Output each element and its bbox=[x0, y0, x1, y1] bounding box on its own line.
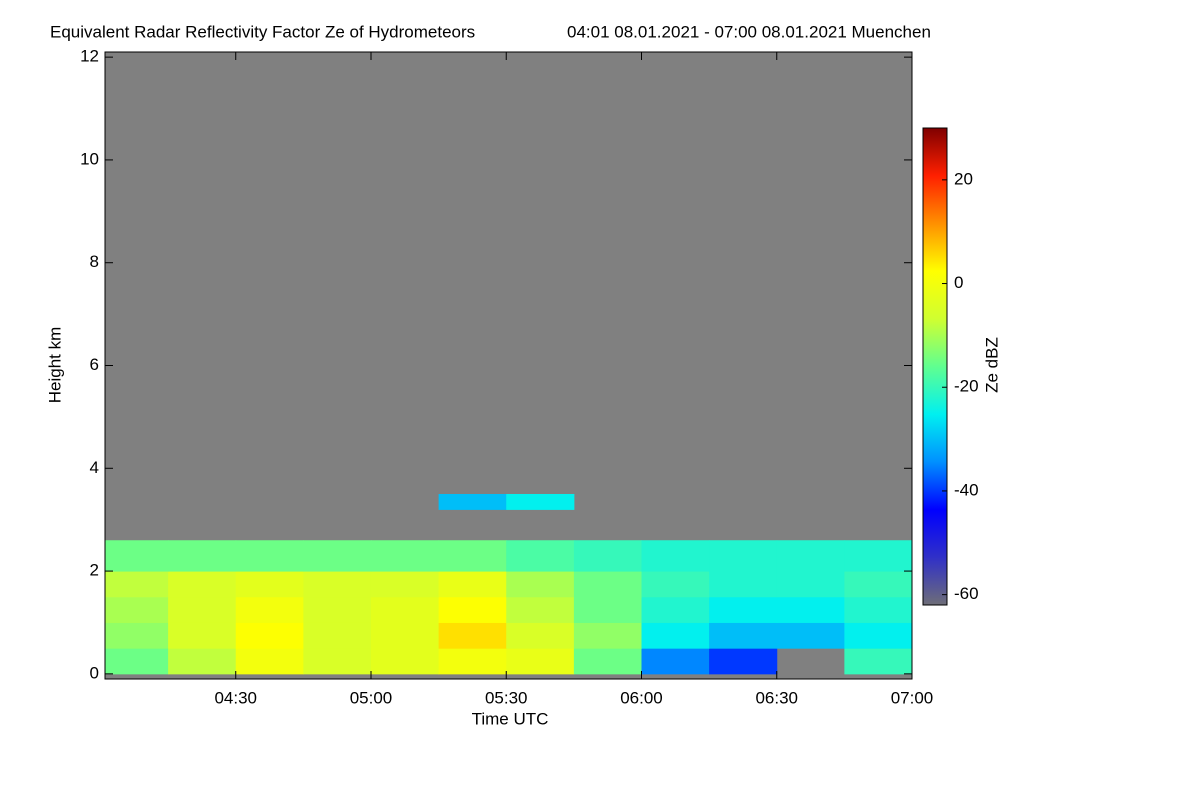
heatmap-cell bbox=[573, 540, 642, 572]
heatmap-cell bbox=[438, 622, 507, 649]
heatmap-cell bbox=[168, 571, 237, 598]
heatmap-cell bbox=[168, 596, 237, 623]
heatmap-cell bbox=[105, 571, 169, 598]
x-tick-label: 04:30 bbox=[214, 688, 257, 707]
y-tick-label: 2 bbox=[90, 561, 99, 580]
heatmap-cell bbox=[776, 596, 845, 623]
heatmap-cell bbox=[370, 648, 440, 675]
heatmap-cell bbox=[105, 596, 169, 623]
colorbar-tick-label: -60 bbox=[954, 584, 979, 603]
heatmap-cell bbox=[438, 493, 507, 510]
y-tick-label: 10 bbox=[80, 149, 99, 168]
heatmap-cell bbox=[709, 571, 778, 598]
y-axis-label: Height km bbox=[45, 327, 64, 404]
x-tick-label: 05:00 bbox=[350, 688, 393, 707]
heatmap-cell bbox=[370, 622, 440, 649]
heatmap-cell bbox=[844, 622, 912, 649]
heatmap-cell bbox=[235, 571, 304, 598]
heatmap-cell bbox=[303, 622, 372, 649]
heatmap-cell bbox=[776, 622, 845, 649]
heatmap-cell bbox=[370, 540, 440, 572]
heatmap-cell bbox=[506, 622, 575, 649]
heatmap-cell bbox=[641, 622, 710, 649]
heatmap-cell bbox=[641, 596, 710, 623]
heatmap-cell bbox=[235, 596, 304, 623]
y-tick-label: 0 bbox=[90, 663, 99, 682]
heatmap-cell bbox=[105, 648, 169, 675]
heatmap-cell bbox=[506, 540, 575, 572]
heatmap-cell bbox=[506, 493, 575, 510]
heatmap-cell bbox=[168, 622, 237, 649]
heatmap-cell bbox=[573, 571, 642, 598]
heatmap-cell bbox=[709, 648, 778, 675]
heatmap-cell bbox=[641, 571, 710, 598]
x-tick-label: 06:00 bbox=[620, 688, 663, 707]
heatmap-cell bbox=[573, 622, 642, 649]
heatmap-cell bbox=[573, 596, 642, 623]
colorbar-tick-label: 0 bbox=[954, 273, 963, 292]
heatmap-cell bbox=[235, 622, 304, 649]
colorbar-tick-label: -40 bbox=[954, 480, 979, 499]
heatmap-cell bbox=[506, 648, 575, 675]
heatmap-cell bbox=[506, 571, 575, 598]
x-tick-label: 06:30 bbox=[755, 688, 798, 707]
y-tick-label: 6 bbox=[90, 355, 99, 374]
heatmap-cell bbox=[506, 596, 575, 623]
heatmap-cell bbox=[370, 571, 440, 598]
y-tick-label: 12 bbox=[80, 47, 99, 66]
heatmap-cell bbox=[168, 540, 237, 572]
heatmap-cell bbox=[438, 540, 507, 572]
heatmap-cell bbox=[776, 540, 845, 572]
colorbar-tick-label: 20 bbox=[954, 169, 973, 188]
heatmap-cell bbox=[844, 648, 912, 675]
heatmap-cell bbox=[641, 540, 710, 572]
heatmap-cell bbox=[303, 540, 372, 572]
heatmap-cell bbox=[105, 540, 169, 572]
heatmap-cell bbox=[105, 622, 169, 649]
heatmap-cell bbox=[438, 648, 507, 675]
heatmap-cell bbox=[303, 571, 372, 598]
heatmap-cell bbox=[303, 648, 372, 675]
cells bbox=[105, 493, 912, 675]
colorbar-label: Ze dBZ bbox=[982, 337, 1001, 393]
heatmap-cell bbox=[438, 596, 507, 623]
colorbar-tick-label: -20 bbox=[954, 377, 979, 396]
colorbar bbox=[922, 127, 948, 606]
y-tick-label: 4 bbox=[90, 458, 99, 477]
heatmap-cell bbox=[303, 596, 372, 623]
heatmap-cell bbox=[438, 571, 507, 598]
heatmap-cell bbox=[168, 648, 237, 675]
y-tick-label: 8 bbox=[90, 252, 99, 271]
x-axis-label: Time UTC bbox=[472, 709, 549, 728]
heatmap-cell bbox=[844, 596, 912, 623]
heatmap-cell bbox=[370, 596, 440, 623]
heatmap-cell bbox=[641, 648, 710, 675]
heatmap-cell bbox=[573, 648, 642, 675]
heatmap-cell bbox=[709, 596, 778, 623]
heatmap-cell bbox=[776, 571, 845, 598]
x-tick-label: 07:00 bbox=[891, 688, 934, 707]
heatmap-cell bbox=[844, 571, 912, 598]
heatmap-cell bbox=[235, 540, 304, 572]
heatmap-cell bbox=[709, 540, 778, 572]
heatmap-cell bbox=[709, 622, 778, 649]
chart-title: Equivalent Radar Reflectivity Factor Ze … bbox=[50, 22, 475, 41]
chart-subtitle: 04:01 08.01.2021 - 07:00 08.01.2021 Muen… bbox=[567, 22, 931, 41]
x-tick-label: 05:30 bbox=[485, 688, 528, 707]
heatmap-cell bbox=[844, 540, 912, 572]
heatmap-cell bbox=[235, 648, 304, 675]
